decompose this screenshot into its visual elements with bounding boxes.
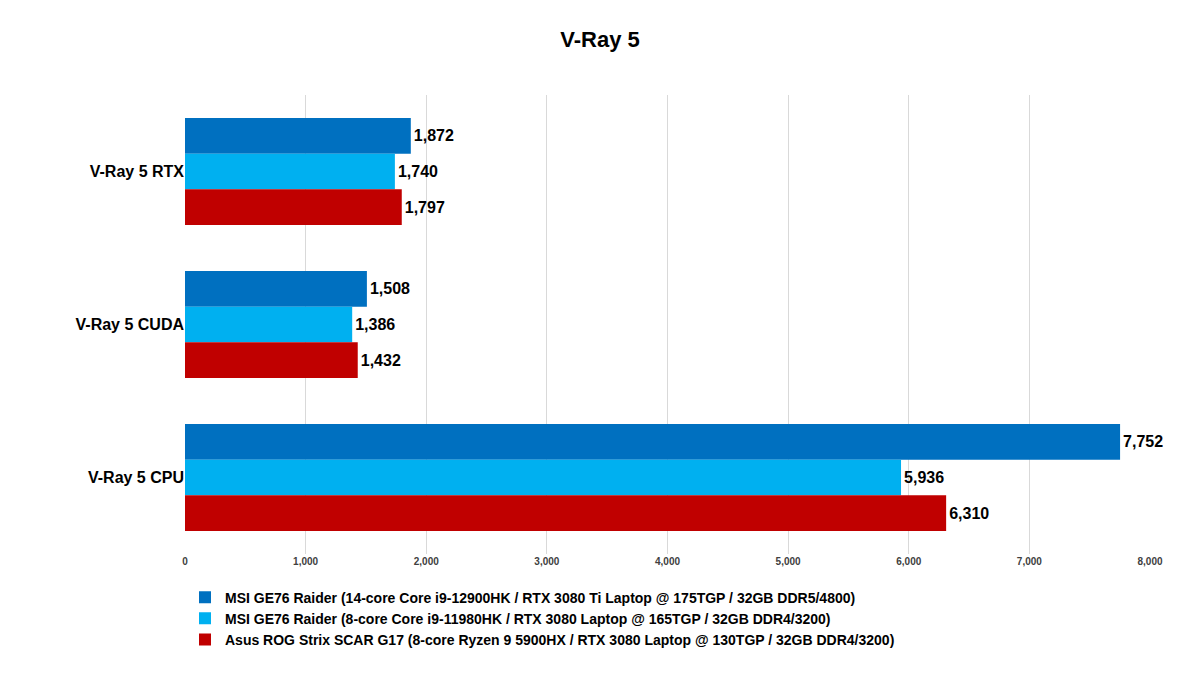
svg-text:1,872: 1,872 [414, 127, 454, 144]
svg-text:V-Ray 5: V-Ray 5 [560, 27, 640, 52]
svg-text:V-Ray 5 CUDA: V-Ray 5 CUDA [76, 316, 185, 333]
svg-text:7,752: 7,752 [1123, 433, 1163, 450]
svg-text:5,936: 5,936 [904, 469, 944, 486]
svg-text:1,000: 1,000 [293, 556, 318, 567]
svg-text:1,797: 1,797 [405, 199, 445, 216]
svg-text:3,000: 3,000 [534, 556, 559, 567]
svg-text:1,508: 1,508 [370, 280, 410, 297]
svg-text:MSI GE76 Raider (8-core Core i: MSI GE76 Raider (8-core Core i9-11980HK … [225, 611, 831, 627]
svg-text:7,000: 7,000 [1017, 556, 1042, 567]
svg-text:6,310: 6,310 [949, 505, 989, 522]
svg-text:5,000: 5,000 [776, 556, 801, 567]
svg-text:4,000: 4,000 [655, 556, 680, 567]
svg-text:MSI GE76 Raider (14-core Core: MSI GE76 Raider (14-core Core i9-12900HK… [225, 590, 855, 606]
svg-text:2,000: 2,000 [414, 556, 439, 567]
svg-text:V-Ray 5 RTX: V-Ray 5 RTX [90, 163, 185, 180]
svg-text:1,432: 1,432 [361, 352, 401, 369]
svg-text:1,740: 1,740 [398, 163, 438, 180]
svg-text:8,000: 8,000 [1137, 556, 1162, 567]
svg-text:Asus ROG Strix SCAR G17 (8-cor: Asus ROG Strix SCAR G17 (8-core Ryzen 9 … [225, 632, 894, 648]
svg-text:0: 0 [182, 556, 188, 567]
svg-text:6,000: 6,000 [896, 556, 921, 567]
svg-text:V-Ray 5 CPU: V-Ray 5 CPU [88, 469, 184, 486]
svg-text:1,386: 1,386 [355, 316, 395, 333]
